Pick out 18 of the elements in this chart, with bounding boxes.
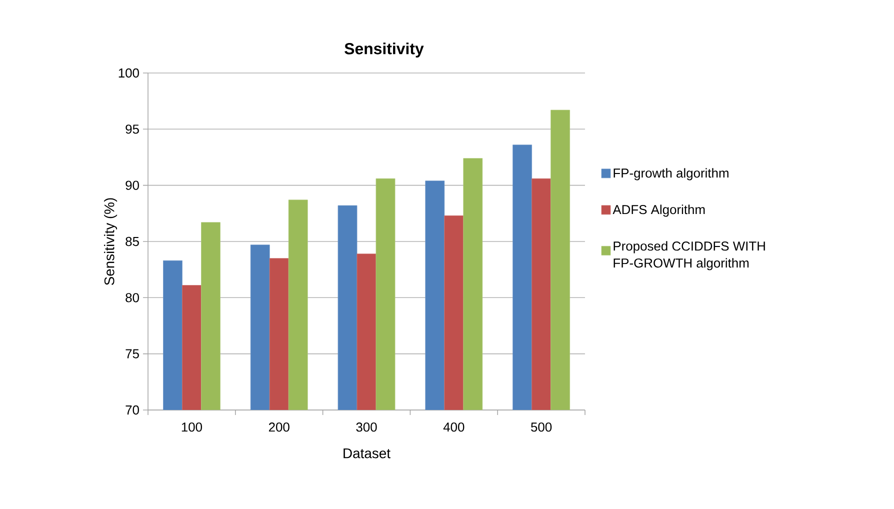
y-tick-label: 70 <box>126 405 139 415</box>
x-axis-title: Dataset <box>344 448 390 458</box>
legend-label: Proposed CCIDDFS WITH FP-GROWTH algorithm <box>614 241 765 270</box>
x-tick-label: 400 <box>443 422 464 432</box>
x-tick-label: 500 <box>531 422 552 432</box>
y-tick-label: 95 <box>126 124 139 134</box>
y-tick-label: 80 <box>126 293 139 302</box>
y-tick-label: 90 <box>126 180 139 190</box>
x-tick-label: 100 <box>182 422 202 432</box>
x-tick-label: 300 <box>356 422 377 432</box>
y-tick-label: 100 <box>118 68 139 78</box>
x-tick-label: 200 <box>268 422 290 432</box>
y-tick-label: 75 <box>126 349 139 358</box>
y-tick-label: 85 <box>126 236 139 246</box>
legend-label: FP-growth algorithm <box>614 168 728 180</box>
chart-title: Sensitivity <box>344 42 424 58</box>
y-axis-title: Sensitivity (%) <box>104 198 118 286</box>
legend-label: ADFS Algorithm <box>612 204 705 217</box>
